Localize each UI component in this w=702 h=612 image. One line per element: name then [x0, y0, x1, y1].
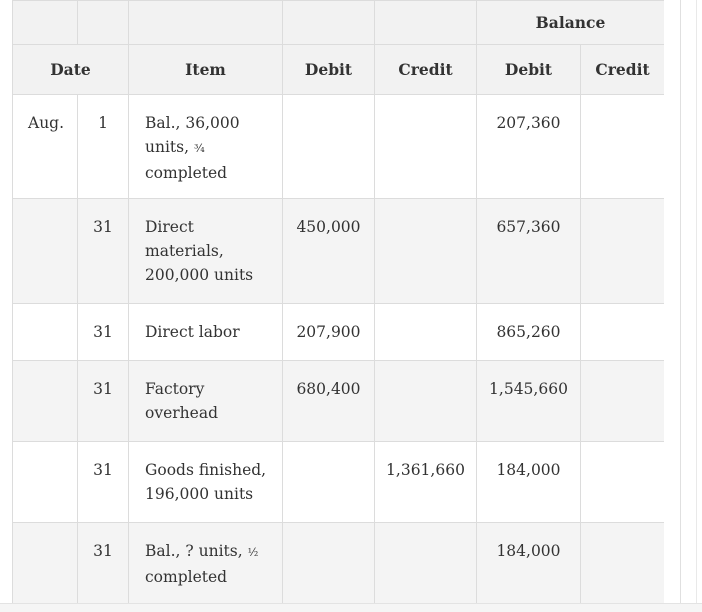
- balance-debit-cell: 657,360: [476, 198, 581, 304]
- header-row-columns: Date Item Debit Credit Debit Credit: [12, 44, 664, 95]
- day-cell: 31: [77, 360, 129, 442]
- month-cell: [12, 303, 78, 361]
- table-row: 31 Direct materials, 200,000 units 450,0…: [12, 198, 664, 304]
- balance-debit-cell: 1,545,660: [476, 360, 581, 442]
- balance-credit-cell: [580, 360, 664, 442]
- balance-debit-cell: 184,000: [476, 522, 581, 603]
- balance-credit-cell: [580, 522, 664, 603]
- credit-cell: [374, 303, 477, 361]
- credit-cell: [374, 198, 477, 304]
- header-blank-date: [12, 0, 78, 45]
- bottom-scrollbar[interactable]: [0, 603, 702, 612]
- month-cell: [12, 441, 78, 523]
- header-balance-debit: Debit: [476, 44, 581, 95]
- header-balance-credit: Credit: [580, 44, 664, 95]
- table-row: 31 Factory overhead 680,400 1,545,660: [12, 360, 664, 442]
- credit-cell: [374, 94, 477, 199]
- item-fraction: ¹⁄₂: [247, 546, 259, 559]
- item-text: Direct materials, 200,000 units: [145, 218, 254, 284]
- header-debit: Debit: [282, 44, 375, 95]
- month-cell: [12, 360, 78, 442]
- balance-credit-cell: [580, 94, 664, 199]
- credit-cell: 1,361,660: [374, 441, 477, 523]
- day-cell: 31: [77, 303, 129, 361]
- table-row: 31 Bal., ? units, ¹⁄₂ completed 184,000: [12, 522, 664, 603]
- ledger-table: Balance Date Item Debit Credit Debit Cre…: [12, 0, 664, 603]
- balance-debit-cell: 865,260: [476, 303, 581, 361]
- header-date: Date: [12, 44, 129, 95]
- month-cell: Aug.: [12, 94, 78, 199]
- day-cell: 1: [77, 94, 129, 199]
- day-cell: 31: [77, 522, 129, 603]
- scroll-track-edge: [696, 0, 697, 611]
- table-row: 31 Goods finished, 196,000 units 1,361,6…: [12, 441, 664, 523]
- item-text-suffix: completed: [145, 568, 228, 586]
- debit-cell: 450,000: [282, 198, 375, 304]
- item-text: Direct labor: [145, 323, 240, 341]
- balance-credit-cell: [580, 441, 664, 523]
- debit-cell: 207,900: [282, 303, 375, 361]
- month-cell: [12, 522, 78, 603]
- credit-cell: [374, 360, 477, 442]
- item-cell: Direct materials, 200,000 units: [128, 198, 283, 304]
- header-row-group: Balance: [12, 0, 664, 45]
- ledger-body: Aug. 1 Bal., 36,000 units, ³⁄₄ completed…: [12, 94, 664, 603]
- header-blank-debit: [282, 0, 375, 45]
- item-cell: Bal., ? units, ¹⁄₂ completed: [128, 522, 283, 603]
- item-text-suffix: completed: [145, 164, 228, 182]
- header-item: Item: [128, 44, 283, 95]
- header-credit: Credit: [374, 44, 477, 95]
- header-blank-item: [128, 0, 283, 45]
- debit-cell: 680,400: [282, 360, 375, 442]
- header-blank-credit: [374, 0, 477, 45]
- item-text: Goods finished, 196,000 units: [145, 461, 267, 503]
- balance-credit-cell: [580, 198, 664, 304]
- item-fraction: ³⁄₄: [193, 142, 205, 155]
- balance-debit-cell: 184,000: [476, 441, 581, 523]
- debit-cell: [282, 441, 375, 523]
- item-cell: Factory overhead: [128, 360, 283, 442]
- debit-cell: [282, 94, 375, 199]
- debit-cell: [282, 522, 375, 603]
- item-text: Bal., ? units,: [145, 542, 248, 560]
- item-cell: Bal., 36,000 units, ³⁄₄ completed: [128, 94, 283, 199]
- table-row: Aug. 1 Bal., 36,000 units, ³⁄₄ completed…: [12, 94, 664, 199]
- header-blank-day: [77, 0, 129, 45]
- table-row: 31 Direct labor 207,900 865,260: [12, 303, 664, 361]
- balance-debit-cell: 207,360: [476, 94, 581, 199]
- item-text: Factory overhead: [145, 380, 218, 422]
- month-cell: [12, 198, 78, 304]
- header-balance: Balance: [476, 0, 664, 45]
- balance-credit-cell: [580, 303, 664, 361]
- ledger-frame: Balance Date Item Debit Credit Debit Cre…: [12, 0, 664, 603]
- credit-cell: [374, 522, 477, 603]
- scroll-track-line: [680, 0, 681, 611]
- day-cell: 31: [77, 198, 129, 304]
- item-cell: Goods finished, 196,000 units: [128, 441, 283, 523]
- day-cell: 31: [77, 441, 129, 523]
- item-text: Bal., 36,000 units,: [145, 114, 240, 156]
- item-cell: Direct labor: [128, 303, 283, 361]
